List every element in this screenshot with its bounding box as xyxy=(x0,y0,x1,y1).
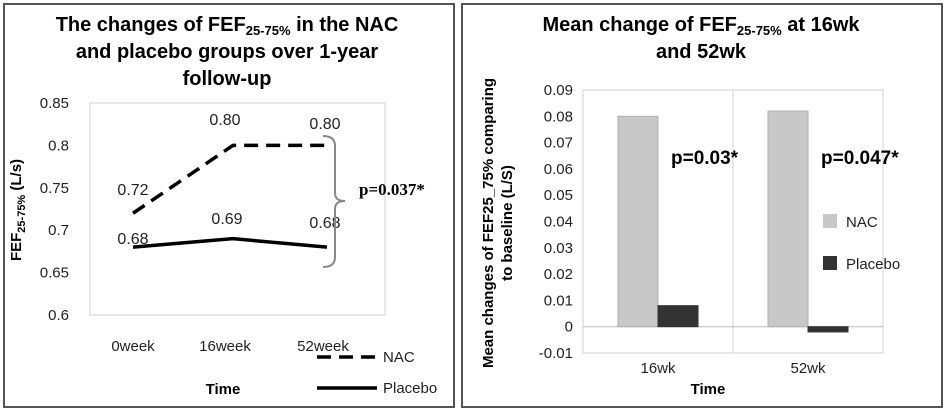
x-tick-label: 52week xyxy=(297,338,349,355)
bar-placebo-52wk xyxy=(807,326,849,333)
legend-label-placebo: Placebo xyxy=(846,256,900,273)
p-value-annotation-16wk: p=0.03* xyxy=(671,148,739,169)
p-value-annotation-52wk: p=0.047* xyxy=(821,148,899,169)
series-line-nac xyxy=(132,143,327,215)
chart-title-line-2: and placebo groups over 1-year xyxy=(76,41,379,63)
x-tick-label: 0week xyxy=(111,338,155,355)
y-tick-label: 0.09 xyxy=(544,82,573,99)
legend-swatch-placebo xyxy=(823,256,837,270)
data-label-nac: 0.80 xyxy=(309,116,340,133)
data-label-nac: 0.80 xyxy=(209,112,240,129)
data-label-placebo: 0.69 xyxy=(211,211,242,228)
x-tick-label: 16week xyxy=(199,338,251,355)
legend-label-nac: NAC xyxy=(846,214,878,231)
y-tick-label: 0.07 xyxy=(544,135,573,152)
chart-title-line-1: Mean change of FEF25-75% at 16wk xyxy=(542,14,860,38)
y-axis-label-line-1: Mean changes of FEF25_75% comparing xyxy=(480,78,497,368)
data-label-placebo: 0.68 xyxy=(117,231,148,248)
bar-chart: Mean change of FEF25-75% at 16wk and 52wk… xyxy=(480,14,900,398)
y-tick-label: 0.75 xyxy=(40,180,69,197)
series-line-placebo xyxy=(132,236,328,249)
x-tick-label: 52wk xyxy=(790,360,826,377)
y-tick-label: 0.05 xyxy=(544,187,573,204)
y-tick-label: 0.6 xyxy=(48,307,69,324)
y-tick-label: 0.02 xyxy=(544,266,573,283)
legend-label-nac: NAC xyxy=(383,349,415,366)
plot-area xyxy=(89,102,386,316)
y-tick-label: 0.7 xyxy=(48,222,69,239)
y-tick-label: 0 xyxy=(565,319,573,336)
p-value-annotation: p=0.037* xyxy=(359,180,425,199)
y-tick-label: 0.01 xyxy=(544,292,573,309)
right-chart-panel: Mean change of FEF25-75% at 16wk and 52wk… xyxy=(461,3,943,408)
y-tick-label: 0.8 xyxy=(48,137,69,154)
y-axis-label: Mean changes of FEF25_75% comparing to ba… xyxy=(480,78,516,368)
chart-title-line-3: follow-up xyxy=(183,68,272,90)
y-axis-label-line-2: to baseline (L/S) xyxy=(499,165,516,281)
y-tick-label: 0.06 xyxy=(544,161,573,178)
p-value-bracket xyxy=(322,135,346,268)
bar-nac-16wk xyxy=(617,115,659,328)
bar-nac-52wk xyxy=(767,110,809,328)
bar-placebo-16wk xyxy=(657,305,699,328)
legend-swatch-nac xyxy=(823,214,837,228)
x-tick-label: 16wk xyxy=(640,360,676,377)
data-label-placebo: 0.68 xyxy=(309,215,340,232)
data-label-nac: 0.72 xyxy=(117,182,148,199)
y-tick-label: -0.01 xyxy=(539,345,573,362)
y-tick-label: 0.04 xyxy=(544,214,573,231)
left-chart-panel: The changes of FEF25-75% in the NAC and p… xyxy=(3,3,455,408)
y-axis-label: FEF25-75% (L/s) xyxy=(8,159,28,261)
chart-title-line-2: and 52wk xyxy=(656,41,747,63)
y-tick-label: 0.65 xyxy=(40,265,69,282)
x-axis-label: Time xyxy=(206,381,241,398)
line-chart: The changes of FEF25-75% in the NAC and p… xyxy=(8,14,437,398)
y-tick-label: 0.08 xyxy=(544,108,573,125)
x-axis-label: Time xyxy=(691,381,726,398)
y-tick-label: 0.85 xyxy=(40,95,69,112)
legend-label-placebo: Placebo xyxy=(383,380,437,397)
chart-title-line-1: The changes of FEF25-75% in the NAC xyxy=(56,14,399,38)
y-tick-label: 0.03 xyxy=(544,240,573,257)
